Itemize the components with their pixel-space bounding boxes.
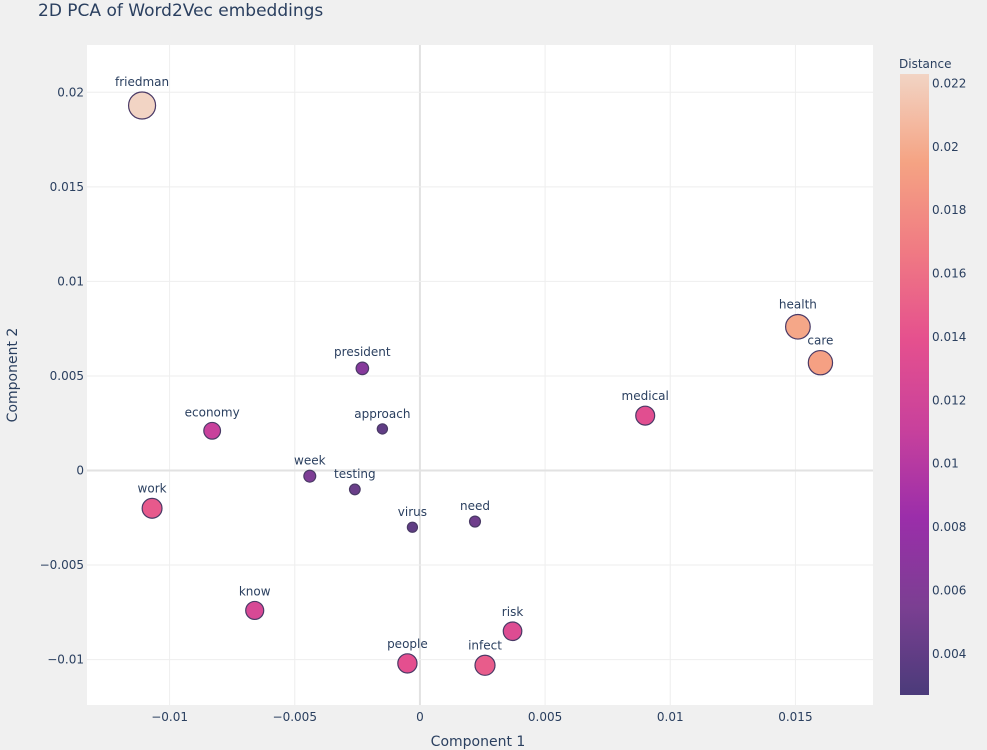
y-axis-title: Component 2 <box>5 328 21 423</box>
data-point-risk <box>502 621 523 642</box>
point-label-virus: virus <box>398 505 427 519</box>
colorbar-tick-label: 0.004 <box>932 647 966 661</box>
point-label-need: need <box>460 499 490 513</box>
colorbar-tick-label: 0.018 <box>932 203 966 217</box>
point-label-people: people <box>387 637 428 651</box>
colorbar-title: Distance <box>899 57 951 71</box>
x-tick-label: 0 <box>416 710 424 724</box>
y-tick-label: 0.005 <box>50 369 84 383</box>
data-point-care <box>807 349 834 376</box>
data-point-virus <box>406 521 419 533</box>
data-point-work <box>141 497 163 519</box>
data-point-infect <box>474 654 496 676</box>
point-label-approach: approach <box>354 407 410 421</box>
data-point-friedman <box>127 91 157 120</box>
y-tick-label: 0 <box>76 464 84 478</box>
colorbar-tick-label: 0.016 <box>932 267 966 281</box>
y-tick-label: 0.02 <box>57 85 84 99</box>
colorbar-tick-label: 0.01 <box>932 457 959 471</box>
colorbar-tick-label: 0.014 <box>932 330 966 344</box>
x-tick-label: 0.005 <box>528 710 562 724</box>
data-point-people <box>397 653 418 674</box>
y-tick-label: 0.01 <box>57 274 84 288</box>
data-point-economy <box>203 421 222 440</box>
point-label-infect: infect <box>468 638 502 652</box>
colorbar-tick-label: 0.02 <box>932 140 959 154</box>
colorbar-tick-label: 0.022 <box>932 77 966 91</box>
data-point-medical <box>635 405 656 426</box>
colorbar-ticks: 0.004 0.006 0.008 0.01 0.012 0.014 0.016 0.018 0… <box>932 77 966 661</box>
chart-title: 2D PCA of Word2Vec embeddings <box>38 1 323 21</box>
data-points <box>127 91 834 676</box>
data-point-know <box>245 600 265 621</box>
point-labels: friedman health care president medical econom… <box>115 75 833 652</box>
point-label-economy: economy <box>185 405 240 419</box>
x-axis-ticks: −0.01 −0.005 0 0.005 0.01 0.015 <box>151 710 812 724</box>
point-label-health: health <box>779 297 817 311</box>
y-tick-label: −0.01 <box>47 653 84 667</box>
point-label-week: week <box>294 453 326 467</box>
colorbar-tick-label: 0.012 <box>932 393 966 407</box>
point-label-president: president <box>334 345 391 359</box>
data-point-health <box>784 313 811 340</box>
point-label-risk: risk <box>502 605 524 619</box>
x-tick-label: −0.01 <box>151 710 188 724</box>
colorbar-tick-label: 0.008 <box>932 520 966 534</box>
plot-area <box>87 45 873 705</box>
point-label-medical: medical <box>622 389 669 403</box>
x-tick-label: 0.01 <box>657 710 684 724</box>
x-axis-title: Component 1 <box>431 734 526 750</box>
point-label-friedman: friedman <box>115 75 169 89</box>
point-label-testing: testing <box>334 467 376 481</box>
data-point-need <box>468 515 482 528</box>
y-tick-label: 0.015 <box>50 180 84 194</box>
data-point-week <box>303 469 317 483</box>
point-label-know: know <box>239 584 271 598</box>
data-point-president <box>355 361 370 376</box>
colorbar: Distance 0.0040.0060.0080.010.0120.0140.… <box>899 57 966 695</box>
point-label-work: work <box>138 481 167 495</box>
point-label-care: care <box>807 334 833 348</box>
data-point-testing <box>348 483 361 496</box>
x-tick-label: −0.005 <box>273 710 317 724</box>
colorbar-tick-label: 0.006 <box>932 583 966 597</box>
data-point-approach <box>376 423 389 435</box>
x-tick-label: 0.015 <box>778 710 812 724</box>
y-tick-label: −0.005 <box>40 558 84 572</box>
y-axis-ticks: −0.01 −0.005 0 0.005 0.01 0.015 0.02 <box>40 85 84 666</box>
colorbar-gradient <box>900 74 929 695</box>
gridlines <box>87 45 873 705</box>
